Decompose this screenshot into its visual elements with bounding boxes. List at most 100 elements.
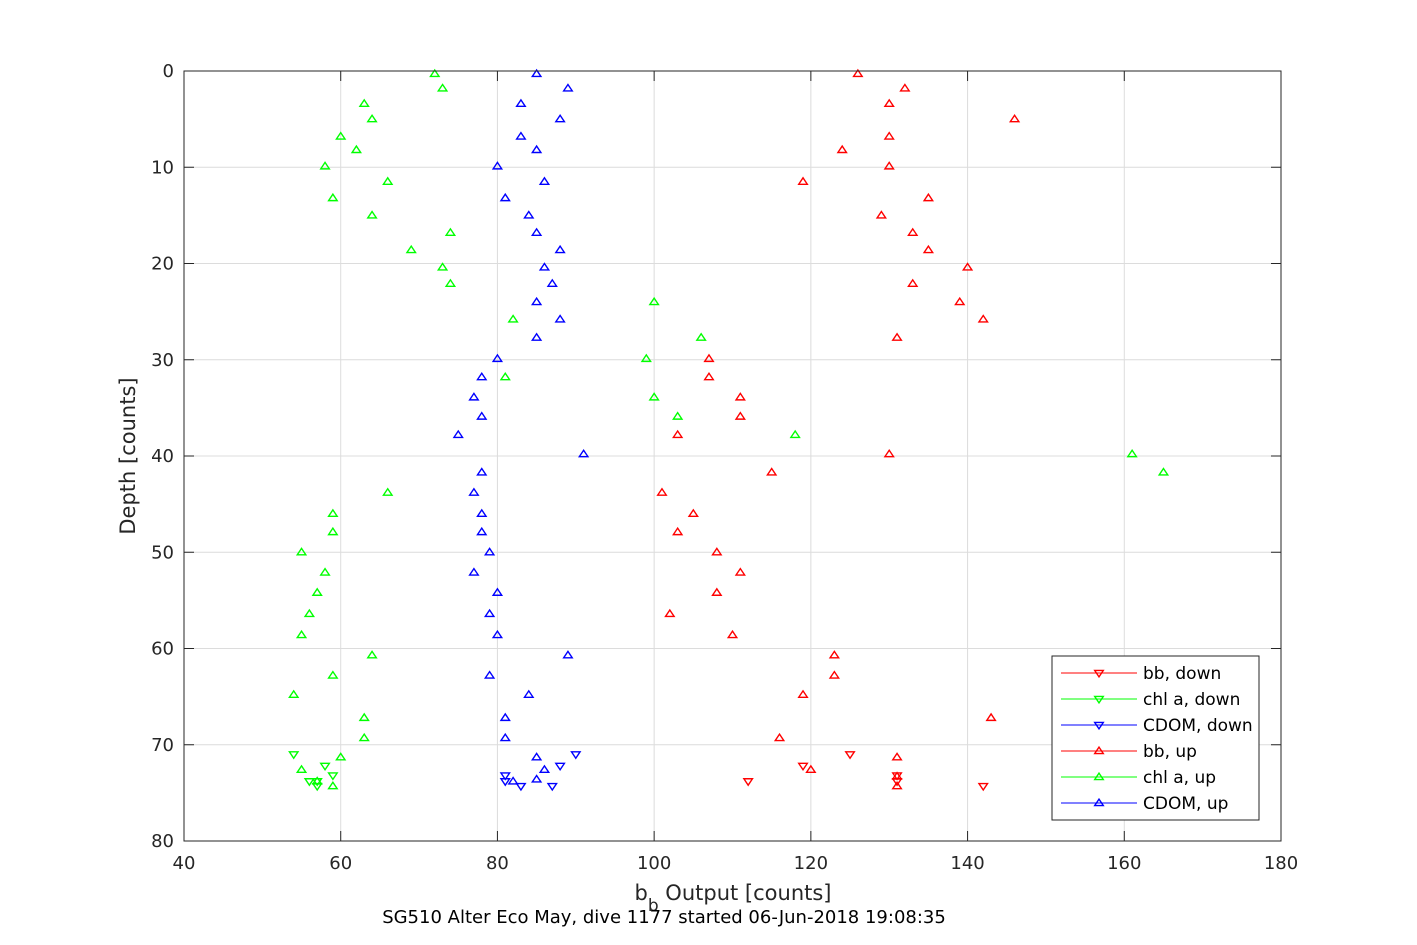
data-point — [523, 210, 535, 219]
data-point — [961, 262, 974, 271]
y-tick-label: 80 — [151, 831, 174, 852]
data-point — [483, 608, 496, 618]
legend-marker — [1093, 771, 1105, 781]
data-point — [476, 371, 488, 381]
data-point — [977, 782, 989, 792]
data-point — [499, 778, 511, 787]
data-point — [1126, 448, 1138, 458]
data-point — [648, 296, 660, 306]
data-point — [288, 751, 300, 760]
data-point — [530, 332, 543, 341]
data-point — [476, 411, 488, 420]
data-point — [922, 192, 935, 202]
x-tick-label: 40 — [173, 853, 196, 874]
legend-marker — [1093, 797, 1105, 807]
data-point — [703, 353, 715, 363]
data-point — [703, 371, 715, 381]
data-point — [350, 144, 362, 154]
data-point — [883, 161, 895, 170]
data-point — [468, 392, 480, 401]
data-point — [382, 176, 394, 185]
legend-item: chl a, up — [1061, 768, 1216, 788]
data-point — [366, 650, 378, 659]
tick-labels: 40 60 80 100 120 140 160 180 0 10 20 30 40 50 60 70 80 — [151, 61, 1298, 874]
data-point — [883, 448, 895, 458]
legend-marker — [1093, 669, 1105, 679]
data-point — [295, 629, 308, 639]
data-point — [436, 83, 449, 92]
data-point — [797, 689, 809, 698]
data-point — [554, 244, 566, 254]
x-tick-label: 160 — [1107, 853, 1141, 874]
series-2 — [499, 751, 582, 792]
legend-item: bb, down — [1061, 664, 1221, 684]
y-tick-label: 60 — [151, 639, 174, 660]
data-point — [773, 732, 786, 742]
tick-marks — [183, 70, 1282, 842]
data-point — [797, 762, 809, 772]
data-point — [491, 161, 504, 170]
data-point — [805, 764, 817, 774]
data-point — [358, 712, 370, 722]
data-point — [554, 314, 566, 323]
y-tick-label: 20 — [151, 254, 174, 275]
data-point — [366, 210, 378, 219]
data-point — [562, 83, 574, 92]
data-point — [507, 776, 519, 785]
data-point — [1008, 113, 1021, 123]
data-point — [366, 113, 378, 123]
data-point — [523, 689, 535, 698]
y-tick-label: 40 — [151, 446, 174, 467]
data-point — [530, 144, 543, 154]
data-point — [656, 487, 668, 496]
data-point — [499, 192, 511, 202]
x-axis-title-main: b — [634, 881, 647, 905]
data-point — [515, 98, 527, 108]
data-point — [734, 567, 746, 576]
x-tick-label: 80 — [486, 853, 509, 874]
data-point — [476, 526, 488, 536]
data-point — [570, 751, 582, 760]
data-point — [538, 764, 551, 774]
y-tick-label: 10 — [151, 157, 174, 178]
data-point — [530, 296, 543, 306]
x-tick-label: 180 — [1264, 853, 1298, 874]
data-point — [530, 227, 543, 236]
data-point — [468, 487, 480, 496]
data-point — [711, 587, 723, 596]
data-point — [687, 508, 699, 518]
data-point — [327, 772, 339, 781]
data-point — [734, 392, 746, 401]
data-point — [483, 547, 496, 556]
data-point — [335, 752, 347, 761]
data-point — [327, 508, 339, 518]
data-point — [491, 587, 504, 596]
data-point — [875, 210, 887, 219]
data-point — [358, 98, 370, 108]
data-point — [734, 411, 746, 420]
data-point — [327, 781, 339, 790]
data-point — [499, 772, 511, 781]
data-point — [899, 83, 911, 92]
data-point — [319, 762, 331, 772]
legend-label: bb, up — [1143, 742, 1197, 762]
data-point — [382, 487, 394, 496]
data-point — [319, 161, 331, 170]
data-point — [515, 131, 527, 140]
data-point — [444, 227, 457, 236]
data-point — [530, 752, 543, 761]
x-axis-title-subscript: b — [648, 896, 659, 916]
data-point — [311, 587, 323, 596]
x-tick-label: 100 — [637, 853, 671, 874]
data-point — [530, 774, 543, 783]
data-point — [491, 629, 504, 639]
data-point — [852, 68, 864, 78]
data-point — [891, 781, 903, 790]
data-point — [499, 732, 511, 742]
data-point — [405, 244, 417, 254]
data-point — [977, 314, 989, 323]
x-axis-title-rest: Output [counts] — [659, 881, 832, 905]
grid — [184, 71, 1281, 841]
data-point — [672, 411, 684, 420]
